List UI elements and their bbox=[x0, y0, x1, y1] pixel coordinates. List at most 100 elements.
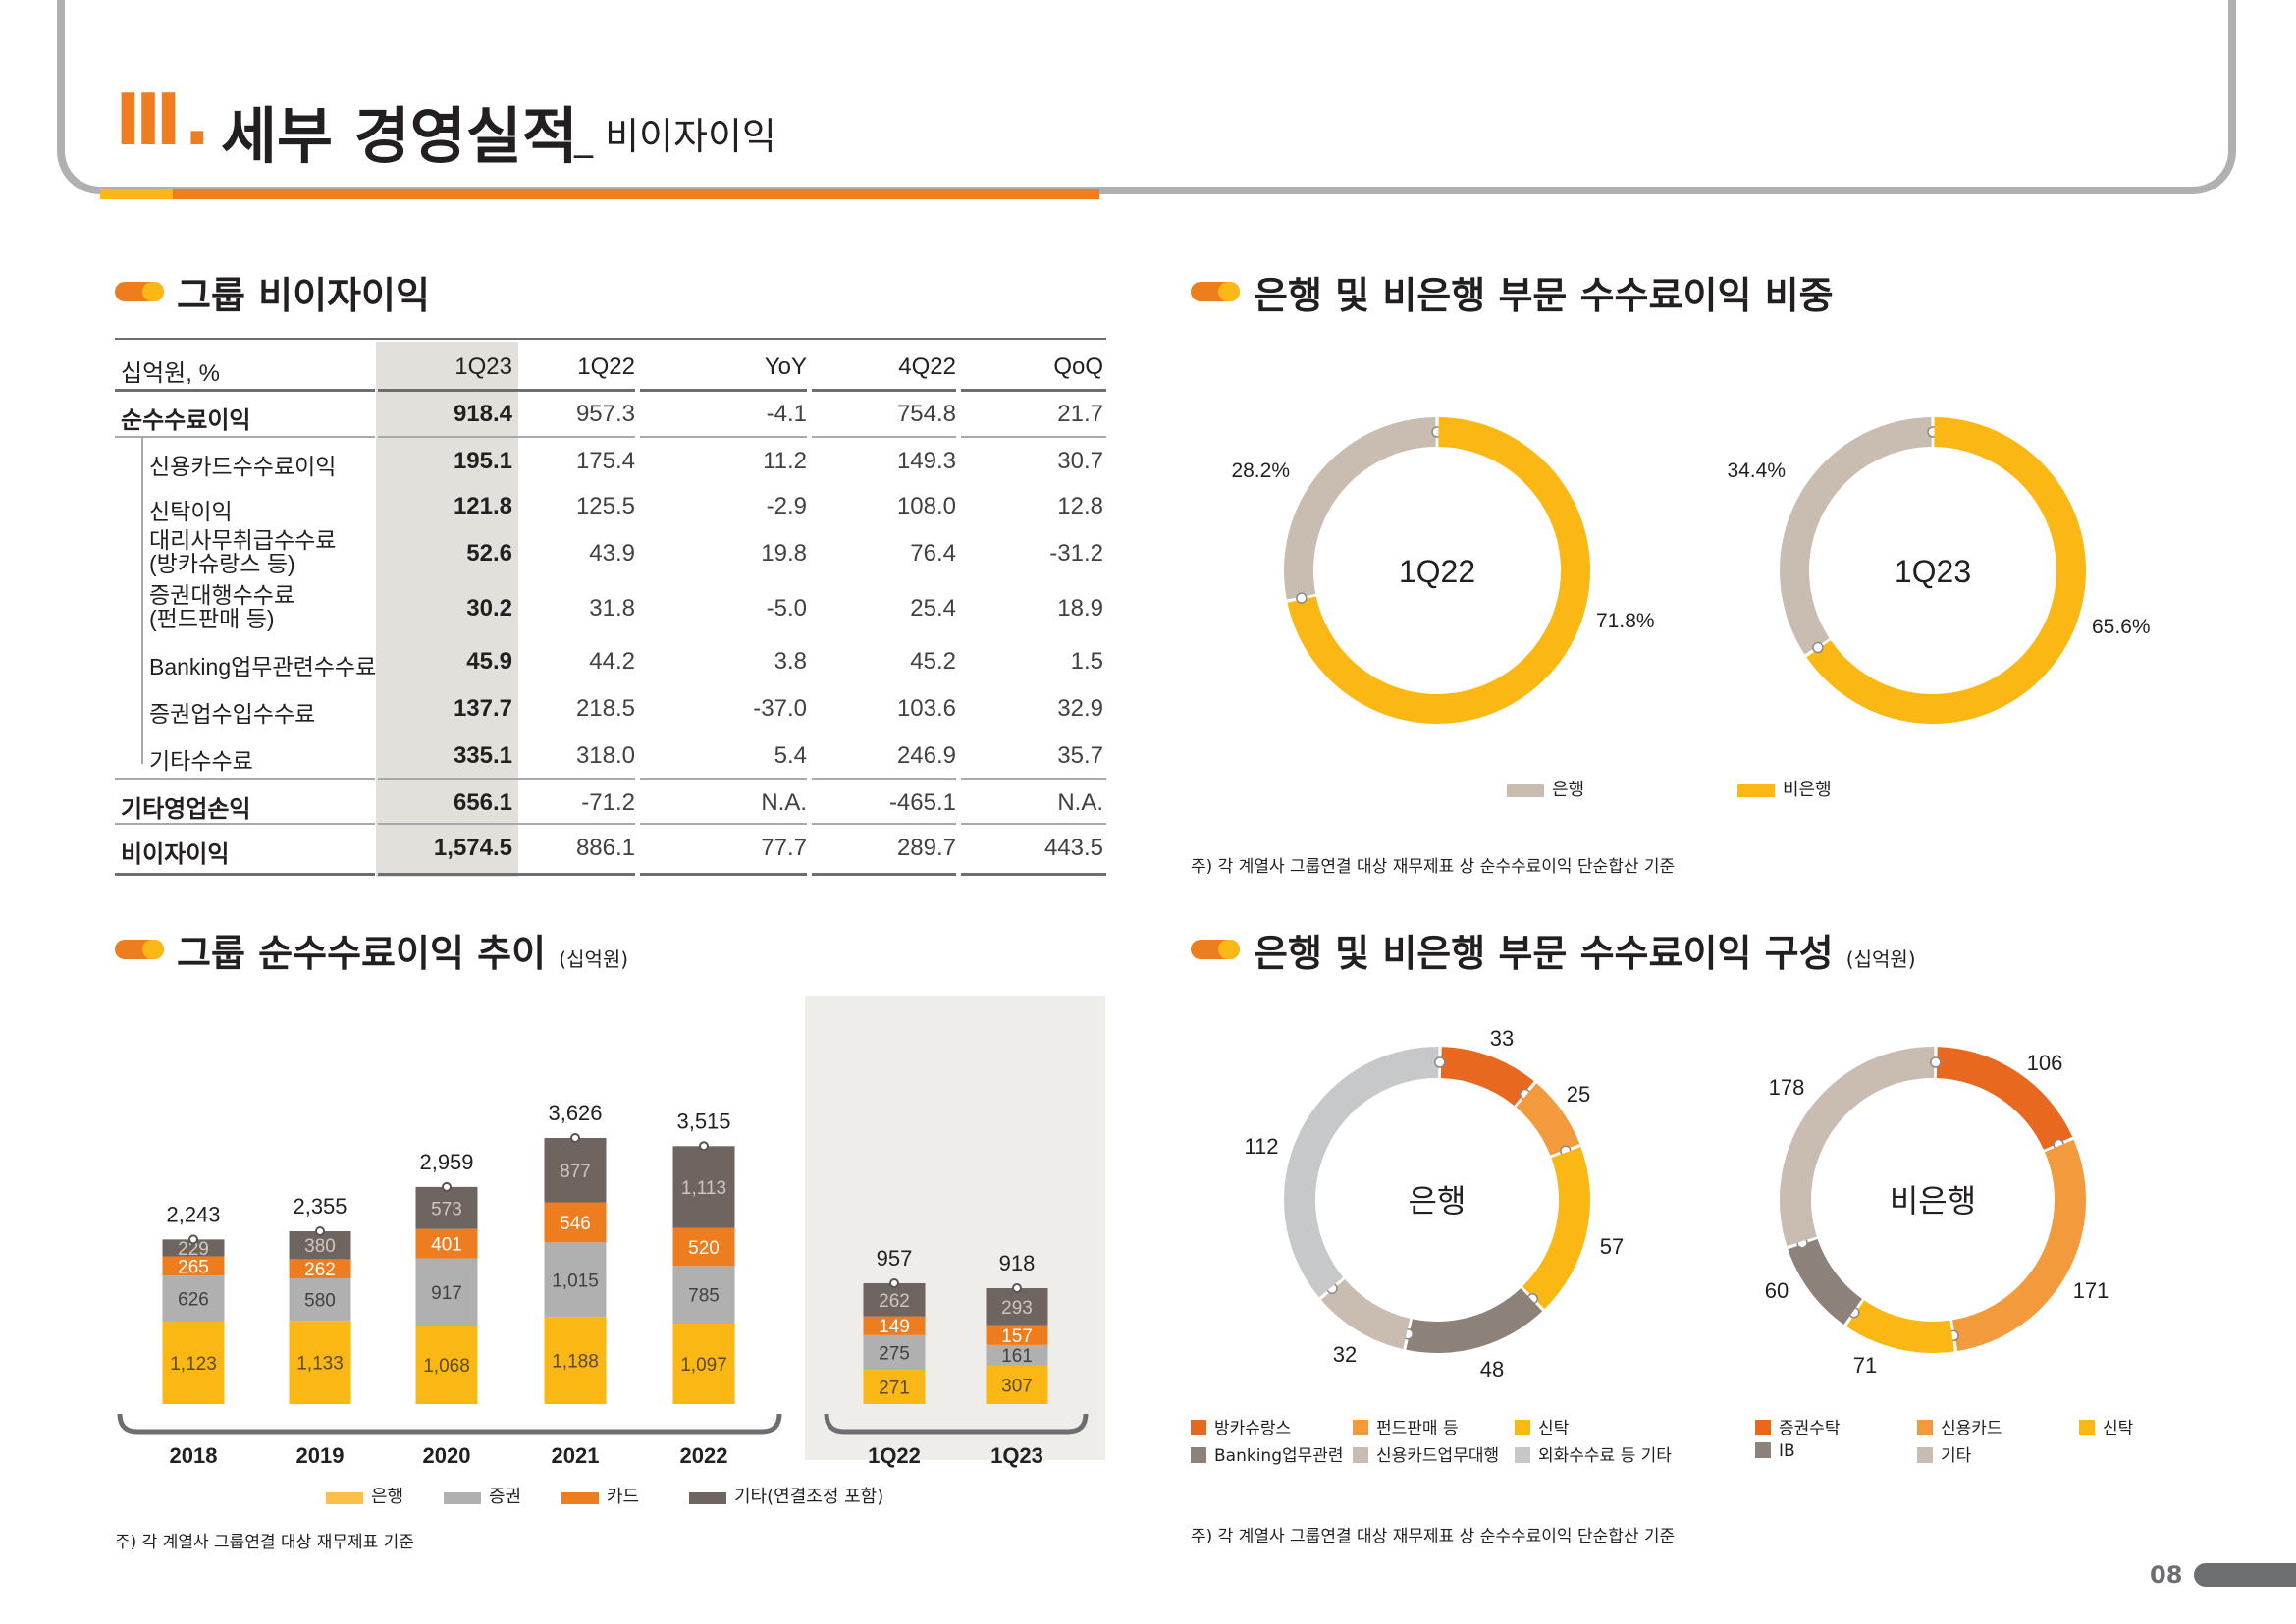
bar-segment bbox=[415, 1228, 478, 1259]
bar-segment bbox=[544, 1202, 607, 1243]
table-cell: 19.8 bbox=[761, 540, 807, 567]
donut-slice bbox=[1284, 1047, 1439, 1298]
legend-item: 펀드판매 등 bbox=[1353, 1414, 1459, 1438]
bar-segment bbox=[863, 1370, 926, 1404]
table-cell: 318.0 bbox=[575, 742, 635, 769]
donut-slice bbox=[1936, 1047, 2073, 1150]
table-cell: 121.8 bbox=[453, 493, 512, 519]
table-row-label: 순수수료이익 bbox=[121, 407, 251, 434]
table-bottom-rule bbox=[115, 873, 375, 876]
donut-value-label: 178 bbox=[1769, 1075, 1805, 1100]
table-row-rule bbox=[378, 823, 635, 825]
bar-segment-label: 1,133 bbox=[296, 1354, 344, 1375]
table-header-rule bbox=[378, 389, 635, 392]
table-row-rule bbox=[378, 436, 635, 438]
bar-segment bbox=[162, 1275, 225, 1323]
bar-segment-label: 626 bbox=[178, 1290, 209, 1311]
bar-segment-label: 520 bbox=[688, 1238, 720, 1259]
trend-section-title: 그룹 순수수료이익 추이 (십억원) bbox=[177, 932, 629, 975]
bar-segment-label: 265 bbox=[178, 1257, 209, 1277]
page-title: 세부 경영실적 bbox=[221, 100, 578, 172]
table-col-header: 4Q22 bbox=[898, 353, 956, 380]
table-cell: 25.4 bbox=[910, 595, 956, 622]
table-bottom-rule bbox=[378, 873, 635, 876]
bar-segment-label: 262 bbox=[304, 1260, 336, 1280]
page-number-bar bbox=[2194, 1563, 2296, 1587]
header-accent-bar bbox=[100, 189, 1099, 199]
composition-donut-charts: 은행 33 25 57 48 32 112 비은행 106 171 71 60 178 bbox=[1244, 1026, 2109, 1381]
table-cell: 30.2 bbox=[466, 595, 512, 622]
table-cell: 246.9 bbox=[896, 742, 956, 769]
table-cell: 31.8 bbox=[589, 595, 635, 622]
x-tick-label: 2019 bbox=[296, 1443, 345, 1468]
bar-segment bbox=[863, 1283, 926, 1317]
bar-total-label: 918 bbox=[999, 1251, 1036, 1275]
table-row-rule bbox=[961, 778, 1106, 780]
table-cell: 1.5 bbox=[1070, 648, 1103, 675]
legend-bank: 은행 bbox=[1507, 776, 1584, 801]
table-cell: -31.2 bbox=[1049, 540, 1103, 567]
legend-item: 증권수탁 bbox=[1755, 1414, 1841, 1438]
table-row-label: Banking업무관련수수료 bbox=[149, 654, 377, 679]
donut-value-label: 71.8% bbox=[1596, 610, 1655, 632]
table-row: 신탁이익 121.8 125.5 -2.9 108.0 12.8 bbox=[115, 481, 1106, 526]
table-row-label: 기타수수료 bbox=[149, 748, 253, 774]
table-row-label: 신용카드수수료이익 bbox=[149, 454, 337, 479]
table-row-label: 비이자이익 bbox=[121, 841, 230, 868]
table-row-label: 대리사무취급수수료 bbox=[149, 527, 337, 553]
table-cell: -2.9 bbox=[766, 493, 807, 519]
legend-swatch bbox=[689, 1492, 726, 1504]
table-cell: 45.9 bbox=[466, 648, 512, 675]
donut-slice bbox=[1284, 417, 1436, 600]
donut-value-label: 65.6% bbox=[2092, 616, 2151, 638]
annual-axis-bracket bbox=[117, 1413, 782, 1435]
legend-swatch bbox=[326, 1492, 363, 1504]
table-bottom-rule bbox=[961, 873, 1106, 876]
legend-label: 신탁 bbox=[1538, 1419, 1570, 1438]
bar-total-label: 2,243 bbox=[166, 1202, 220, 1226]
table-row-label: 증권대행수수료 bbox=[149, 582, 295, 608]
table-row-rule bbox=[115, 823, 375, 825]
x-tick-label: 2021 bbox=[552, 1443, 600, 1468]
table-row-rule bbox=[812, 823, 956, 825]
bar-segment-label: 546 bbox=[560, 1214, 591, 1234]
table-cell: 137.7 bbox=[453, 695, 512, 722]
table-row-rule bbox=[115, 778, 375, 780]
section-bullet-icon bbox=[1191, 940, 1240, 959]
legend-label: Banking업무관련 bbox=[1214, 1446, 1344, 1466]
bar-segment bbox=[415, 1258, 478, 1326]
bar-segment-label: 1,068 bbox=[423, 1356, 470, 1377]
quarter-panel bbox=[805, 996, 1105, 1460]
table-header-rule bbox=[640, 389, 807, 392]
table-row-label: 기타영업손익 bbox=[121, 796, 251, 823]
section-bullet-icon bbox=[115, 282, 164, 301]
section-number: Ⅲ. bbox=[115, 79, 213, 161]
legend-bank: 은행 bbox=[326, 1483, 403, 1508]
bar-segment-label: 1,113 bbox=[681, 1178, 726, 1199]
table-row: 증권업수입수수료 137.7 218.5 -37.0 103.6 32.9 bbox=[115, 683, 1106, 731]
table-row: 기타수수료 335.1 318.0 5.4 246.9 35.7 bbox=[115, 731, 1106, 778]
donut-value-label: 28.2% bbox=[1231, 460, 1290, 482]
legend-label: 외화수수료 등 기타 bbox=[1538, 1446, 1672, 1466]
legend-card: 카드 bbox=[561, 1483, 639, 1508]
table-cell: 918.4 bbox=[453, 401, 512, 427]
x-tick-label: 2020 bbox=[423, 1443, 471, 1468]
bar-top-marker bbox=[315, 1225, 325, 1236]
table-row-rule bbox=[640, 823, 807, 825]
table-cell: 656.1 bbox=[453, 789, 512, 816]
legend-swatch bbox=[1917, 1447, 1933, 1463]
legend-label: 펀드판매 등 bbox=[1376, 1419, 1459, 1438]
table-row-rule bbox=[378, 778, 635, 780]
table-row-label: (방카슈랑스 등) bbox=[149, 551, 295, 576]
table-cell: 125.5 bbox=[575, 493, 635, 519]
table-cell: 754.8 bbox=[896, 401, 956, 427]
bar-total-label: 3,626 bbox=[548, 1101, 602, 1125]
legend-swatch bbox=[1353, 1420, 1368, 1435]
table-row-rule bbox=[961, 823, 1106, 825]
table-row-rule bbox=[115, 436, 375, 438]
legend-securities: 증권 bbox=[444, 1483, 521, 1508]
table-col-header: YoY bbox=[764, 353, 807, 380]
table-row: 비이자이익 1,574.5 886.1 77.7 289.7 443.5 bbox=[115, 823, 1106, 870]
bar-total-label: 2,959 bbox=[419, 1150, 473, 1174]
table-cell: -37.0 bbox=[753, 695, 807, 722]
